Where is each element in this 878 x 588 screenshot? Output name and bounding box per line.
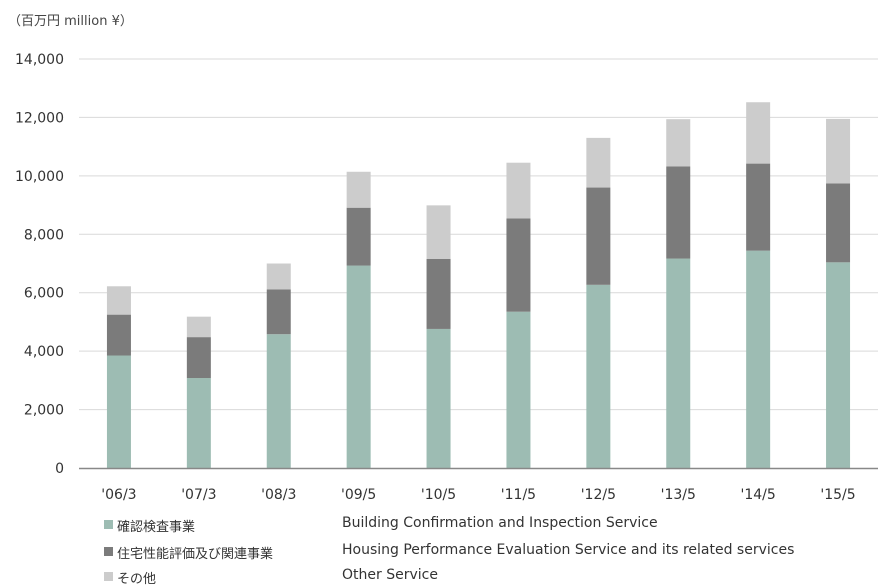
bar-series — [106, 102, 851, 468]
bar-segment — [106, 355, 131, 468]
bar-segment — [266, 334, 291, 468]
bar-segment — [666, 119, 691, 167]
legend-label-en: Housing Performance Evaluation Service a… — [342, 542, 795, 558]
x-tick-label: '07/3 — [181, 487, 216, 503]
bar-segment — [746, 102, 771, 164]
bar-segment — [506, 311, 531, 468]
bar-segment — [266, 263, 291, 290]
legend-label-en: Other Service — [342, 567, 438, 583]
bar-segment — [186, 316, 211, 338]
bar-segment — [426, 258, 451, 329]
bar-segment — [426, 205, 451, 259]
y-tick-label: 2,000 — [24, 403, 64, 419]
legend-swatch — [104, 572, 113, 581]
x-tick-label: '14/5 — [741, 487, 776, 503]
legend-label-jp: その他 — [117, 572, 157, 587]
bar-segment — [186, 378, 211, 468]
bar-segment — [826, 118, 851, 184]
y-tick-label: 14,000 — [15, 52, 64, 68]
bar-segment — [266, 289, 291, 335]
bar-segment — [586, 137, 611, 188]
y-tick-label: 4,000 — [24, 344, 64, 360]
x-axis-tick-labels: '06/3 '07/3 '08/3 '09/5 '10/5 '11/5 '12/5 '13/5… — [101, 487, 855, 503]
bar-segment — [186, 337, 211, 379]
bar-segment — [746, 250, 771, 468]
legend-label-jp: 住宅性能評価及び関連事業 — [117, 547, 274, 562]
x-tick-label: '08/3 — [261, 487, 296, 503]
bar-segment — [426, 328, 451, 468]
x-tick-label: '06/3 — [101, 487, 136, 503]
legend-swatch — [104, 547, 113, 556]
bar-segment — [106, 314, 131, 356]
bar-segment — [586, 187, 611, 285]
bar-segment — [746, 163, 771, 251]
bar-segment — [826, 262, 851, 468]
x-tick-label: '12/5 — [581, 487, 616, 503]
bar-segment — [346, 207, 371, 266]
bar-segment — [586, 284, 611, 468]
x-tick-label: '09/5 — [341, 487, 376, 503]
x-tick-label: '13/5 — [661, 487, 696, 503]
legend-swatch — [104, 520, 113, 529]
bar-segment — [106, 286, 131, 315]
legend-label-jp: 確認検査事業 — [117, 520, 196, 535]
bar-segment — [346, 265, 371, 468]
x-tick-label: '10/5 — [421, 487, 456, 503]
y-tick-label: 8,000 — [24, 227, 64, 243]
gridlines — [79, 58, 878, 411]
bar-segment — [506, 218, 531, 312]
unit-label: （百万円 million ¥） — [8, 14, 133, 29]
bar-segment — [666, 258, 691, 468]
y-tick-label: 0 — [55, 461, 64, 477]
y-axis-tick-labels: 0 2,000 4,000 6,000 8,000 10,000 12,000 14,000 — [15, 52, 64, 477]
x-tick-label: '15/5 — [820, 487, 855, 503]
bar-segment — [826, 183, 851, 263]
stacked-bar-chart: 02,0004,0006,0008,00010,00012,00014,000 … — [15, 52, 878, 503]
y-tick-label: 12,000 — [15, 110, 64, 126]
bar-segment — [506, 162, 531, 219]
x-tick-label: '11/5 — [501, 487, 536, 503]
y-tick-label: 6,000 — [24, 286, 64, 302]
bar-segment — [346, 171, 371, 208]
y-tick-label: 10,000 — [15, 169, 64, 185]
bar-segment — [666, 166, 691, 259]
legend-label-en: Building Confirmation and Inspection Ser… — [342, 515, 658, 531]
